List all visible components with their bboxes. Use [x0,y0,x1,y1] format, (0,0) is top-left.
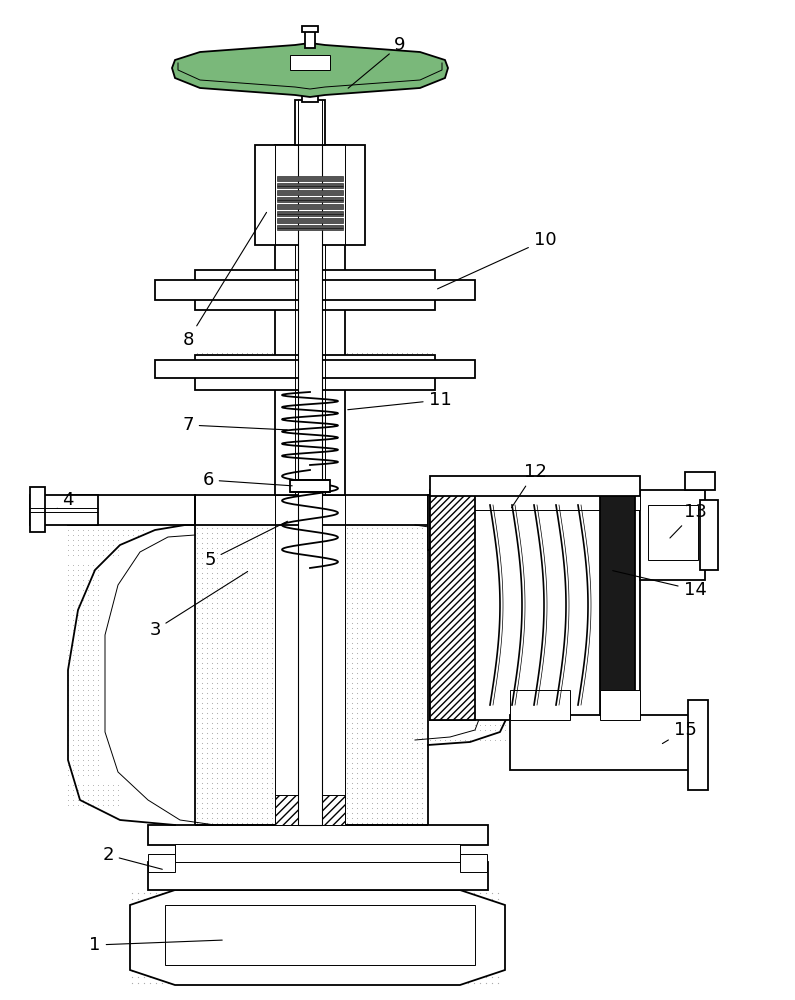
Text: 11: 11 [347,391,452,410]
Bar [295,100,325,145]
Text: 1: 1 [89,936,223,954]
Polygon shape [172,43,448,97]
Text: 8: 8 [182,212,266,349]
Bar [165,905,475,965]
Bar [255,145,365,245]
Bar [30,487,45,532]
Bar [430,476,640,496]
Bar [428,495,520,550]
Bar [195,495,430,525]
Bar [30,495,98,525]
Bar [648,505,698,560]
Bar [510,715,700,770]
Text: 9: 9 [348,36,405,88]
Bar [275,795,345,825]
Text: 15: 15 [662,721,696,744]
Bar [148,825,488,845]
Bar [195,355,435,390]
Bar [155,280,475,300]
Bar [600,690,640,720]
Bar [302,90,318,102]
Bar [305,30,315,48]
Text: 10: 10 [437,231,556,289]
Text: 5: 5 [204,521,288,569]
Bar [460,854,487,872]
Bar [68,495,195,525]
Bar [298,125,322,825]
Text: 12: 12 [511,463,546,508]
Bar [700,500,718,570]
Bar [430,490,475,720]
Bar [302,26,318,32]
Bar [688,700,708,790]
Bar [510,690,570,720]
Bar [155,360,475,378]
Bar [195,270,435,310]
Text: 6: 6 [202,471,293,489]
Bar [277,211,343,216]
Bar [277,197,343,202]
Bar [430,490,640,510]
Bar [275,145,345,495]
Text: 3: 3 [149,571,248,639]
Bar [640,490,705,580]
Bar [600,495,635,715]
Text: 7: 7 [182,416,287,434]
Bar [290,55,330,70]
Bar [148,862,488,890]
Bar [277,218,343,223]
Bar [277,183,343,188]
Bar [148,854,175,872]
Bar [430,490,640,720]
Text: 13: 13 [670,503,707,538]
Bar [685,472,715,490]
Bar [277,190,343,195]
Bar [277,204,343,209]
Text: 4: 4 [57,491,74,509]
Text: 14: 14 [613,571,707,599]
Text: 2: 2 [103,846,162,869]
Bar [277,176,343,181]
Bar [290,480,330,492]
Polygon shape [130,890,505,985]
Bar [175,844,460,862]
Bar [277,225,343,230]
